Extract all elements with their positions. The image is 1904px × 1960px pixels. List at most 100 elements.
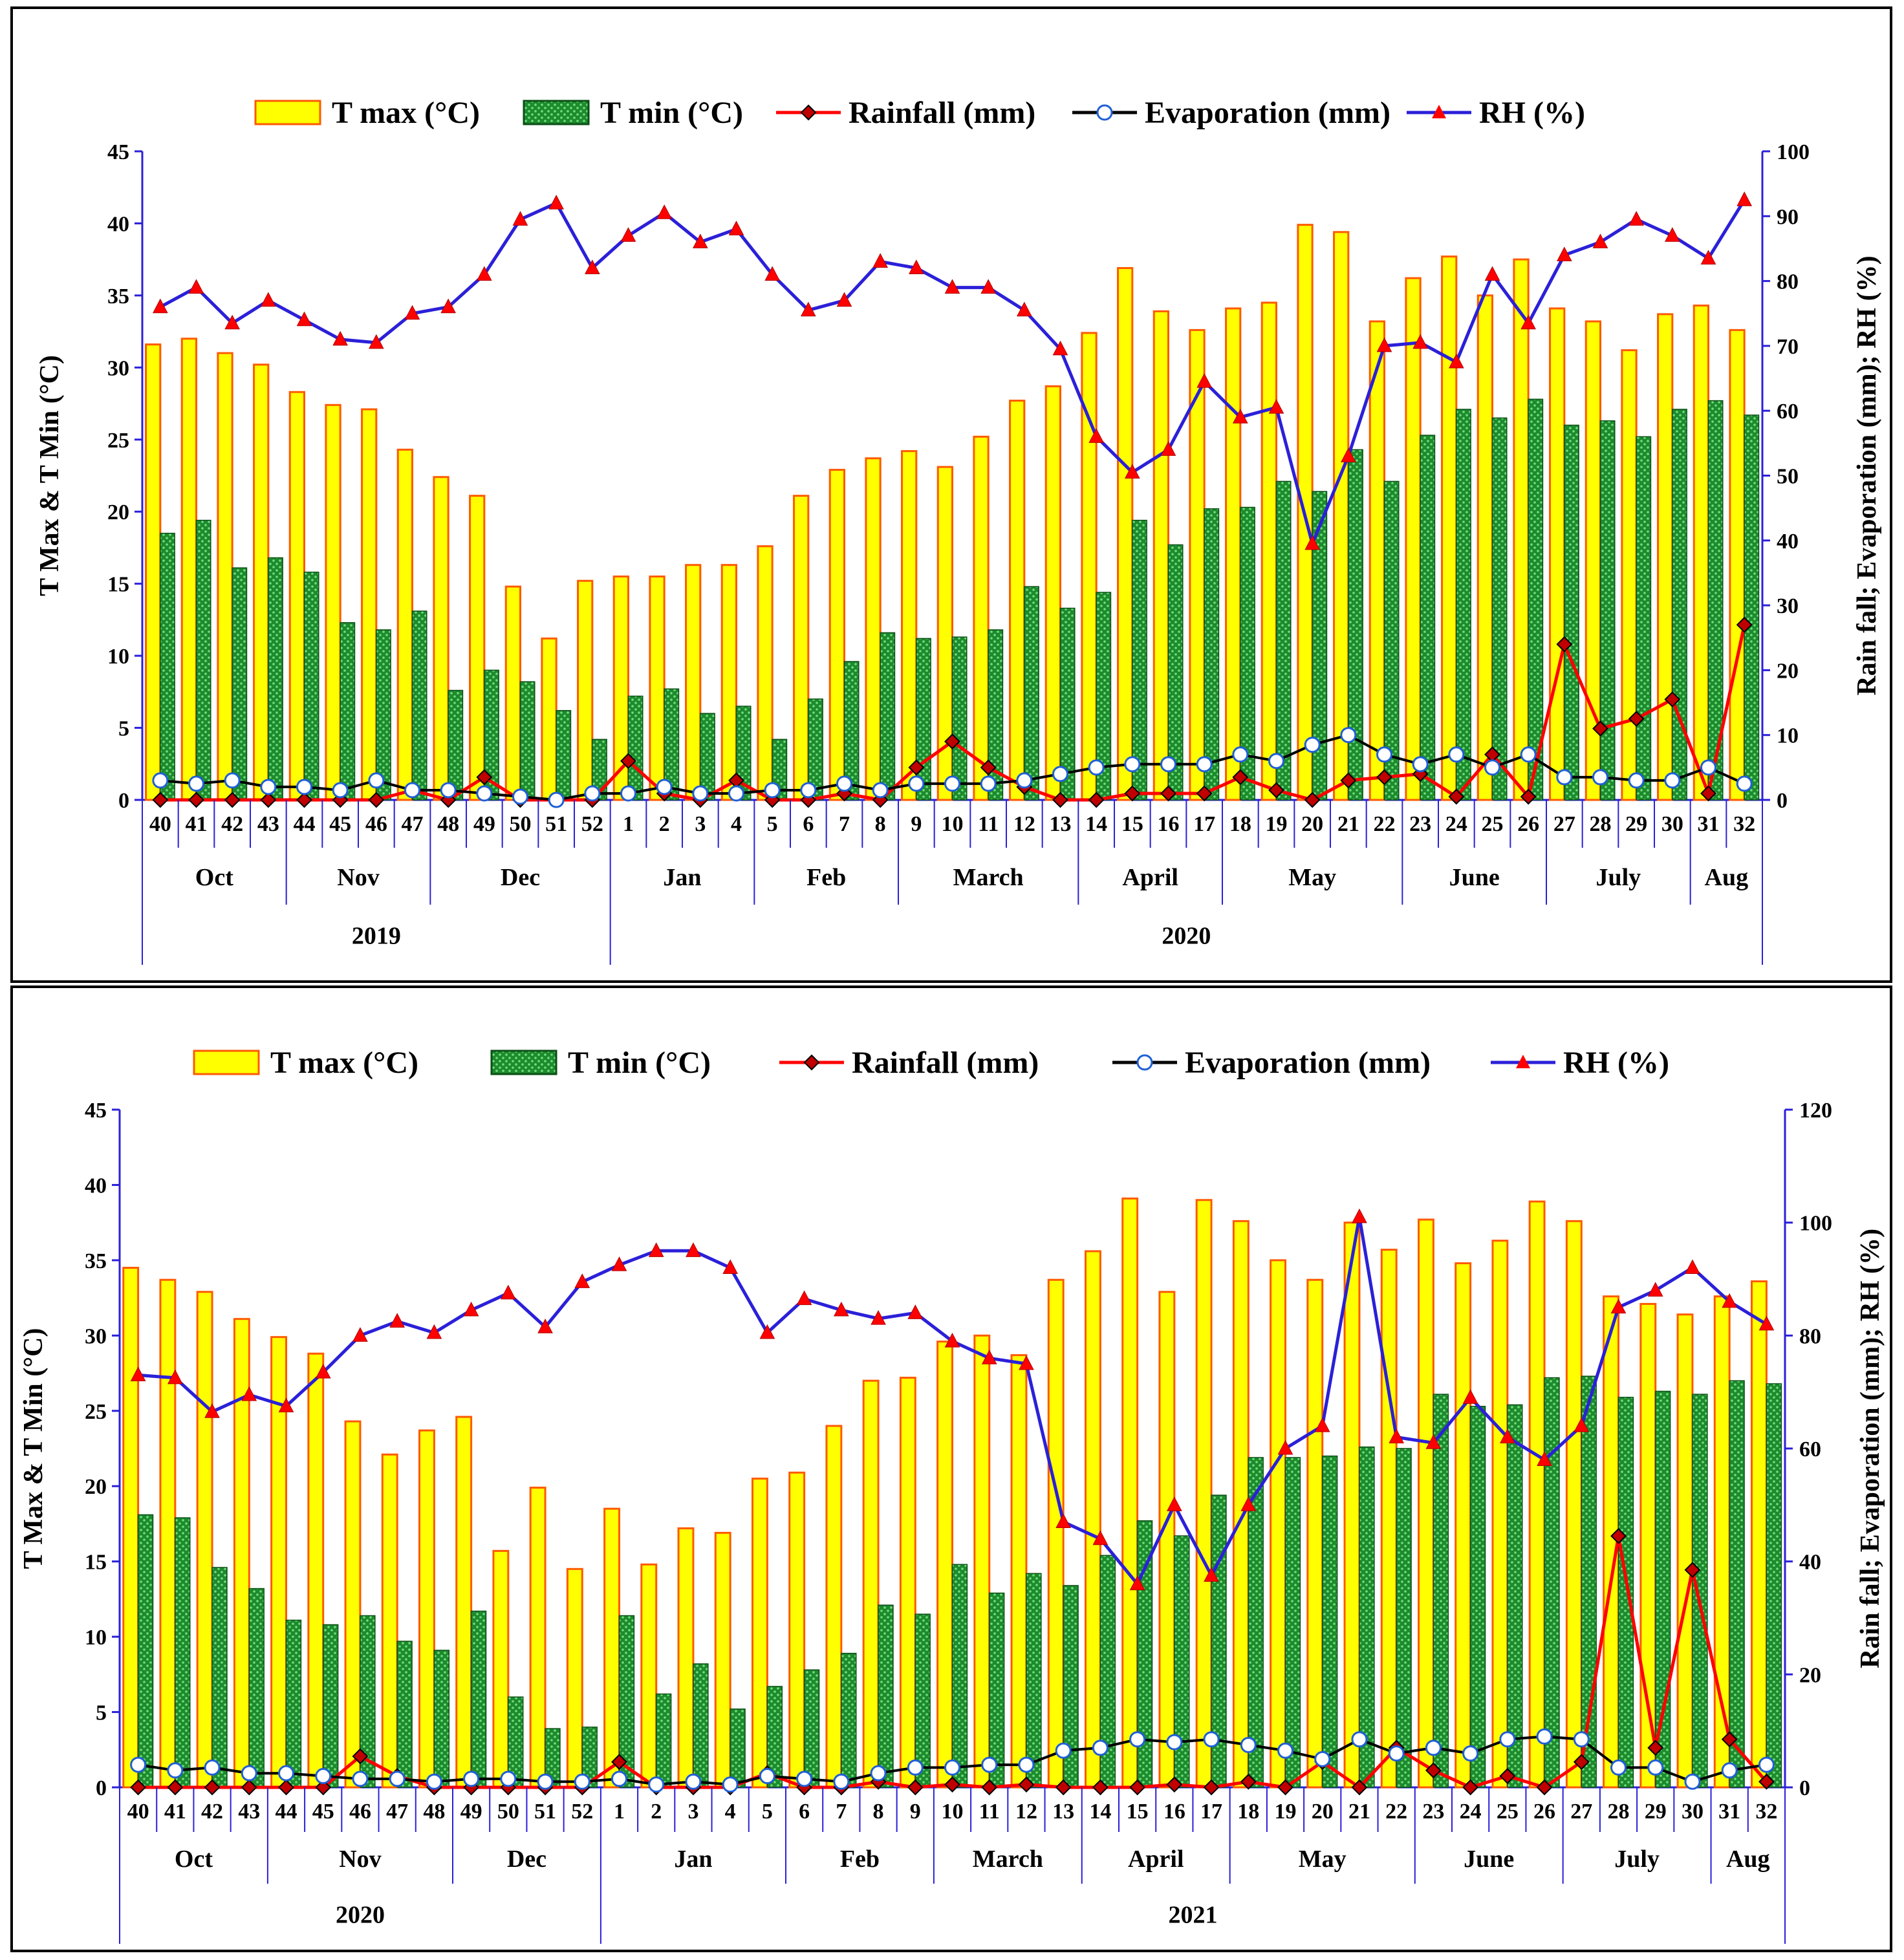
tmax-bar (492, 1549, 510, 1789)
rh-point (871, 1310, 886, 1325)
week-label: 43 (238, 1800, 260, 1824)
evaporation-point (980, 775, 997, 792)
tmax-bar (344, 1420, 362, 1789)
evaporation-point (1092, 1739, 1109, 1756)
evaporation-point (1240, 1737, 1257, 1753)
tmax-bar (640, 1563, 658, 1789)
week-label: 3 (695, 812, 706, 836)
tmax-bar (361, 408, 378, 801)
rainfall-point (1340, 772, 1357, 789)
tmax-bar (1225, 307, 1242, 801)
rh-point (537, 1319, 553, 1333)
rainfall-point (981, 1779, 998, 1796)
week-label: 28 (1590, 812, 1612, 836)
week-label: 28 (1608, 1800, 1630, 1824)
tmax-bar (1713, 1295, 1731, 1789)
right-tick-label: 80 (1777, 270, 1799, 294)
tmax-bar (720, 564, 737, 801)
evaporation-point (167, 1762, 184, 1779)
rh-point (1665, 227, 1680, 242)
rainfall-point (167, 1779, 184, 1796)
week-label: 24 (1445, 812, 1467, 836)
tmax-bar (418, 1429, 435, 1789)
evaporation-point (440, 782, 457, 799)
rainfall-point (1052, 792, 1068, 808)
rainfall-point (1304, 792, 1321, 808)
tmax-bar (469, 495, 486, 801)
rh-point (1685, 1259, 1700, 1275)
month-label: April (1128, 1846, 1184, 1873)
month-label: Dec (501, 864, 540, 891)
tmax-bar (1491, 1240, 1509, 1789)
right-axis-title: Rain fall; Evaporation (mm); RH (%) (1852, 255, 1882, 695)
evaporation-point (1304, 737, 1321, 753)
tmin-bar (248, 1588, 265, 1788)
legend-swatch (523, 100, 590, 125)
rh-point (980, 279, 996, 294)
rh-point (332, 330, 348, 346)
week-label: 30 (1682, 1800, 1704, 1824)
rainfall-point (152, 792, 169, 808)
rh-point (656, 204, 672, 219)
week-label: 31 (1718, 1800, 1740, 1824)
evaporation-point (1376, 746, 1392, 763)
rainfall-point (1758, 1773, 1775, 1790)
right-tick-label: 0 (1799, 1776, 1810, 1800)
rh-point (801, 301, 816, 317)
week-label: 45 (312, 1800, 334, 1824)
tmax-bar (899, 1377, 916, 1789)
rh-point (981, 1350, 997, 1364)
tmin-bar (1248, 1457, 1264, 1788)
week-label: 51 (545, 812, 567, 836)
rh-point (907, 1304, 924, 1319)
week-label: 26 (1517, 812, 1539, 836)
tmax-bar (196, 1291, 213, 1789)
week-label: 46 (349, 1800, 371, 1824)
evaporation-point (1314, 1750, 1331, 1767)
tmax-bar (1380, 1249, 1398, 1789)
legend-marker (1516, 1055, 1530, 1068)
week-label: 19 (1275, 1800, 1297, 1824)
rh-point (440, 298, 456, 314)
evaporation-point (1160, 756, 1176, 773)
tmax-bar (1047, 1278, 1065, 1789)
tmax-bar (1009, 400, 1026, 801)
tmax-bar (901, 450, 918, 801)
rh-point (168, 1369, 183, 1384)
tmax-bar (1085, 1250, 1101, 1789)
rh-point (1341, 447, 1356, 462)
tmin-bar (160, 532, 175, 801)
week-label: 14 (1085, 812, 1107, 836)
week-label: 23 (1422, 1800, 1444, 1824)
evaporation-point (907, 1759, 924, 1776)
right-tick-label: 100 (1799, 1212, 1832, 1236)
rh-point (1204, 1567, 1219, 1582)
tmin-bar (1240, 506, 1255, 801)
tmin-bar (766, 1686, 783, 1788)
rh-point (278, 1397, 294, 1412)
tmin-bar (268, 557, 283, 801)
rh-point (501, 1284, 516, 1300)
tmax-bar (612, 576, 630, 801)
left-tick-label: 30 (85, 1324, 107, 1348)
tmax-bar (1513, 258, 1530, 801)
week-label: 12 (1013, 812, 1035, 836)
tmax-bar (180, 338, 198, 801)
right-tick-label: 20 (1777, 659, 1799, 683)
evaporation-point (1484, 759, 1500, 776)
week-label: 21 (1348, 1800, 1370, 1824)
week-label: 16 (1158, 812, 1180, 836)
rainfall-point (980, 759, 997, 776)
week-label: 6 (799, 1800, 810, 1824)
tmax-bar (1117, 267, 1134, 801)
evaporation-point (1196, 756, 1213, 773)
tmin-bar (340, 622, 356, 801)
month-label: Nov (339, 1846, 381, 1873)
evaporation-point (944, 775, 960, 792)
tmin-bar (211, 1567, 228, 1788)
evaporation-point (500, 1771, 517, 1787)
week-label: 47 (402, 812, 424, 836)
evaporation-point (656, 779, 673, 795)
rh-point (404, 305, 420, 320)
month-label: Oct (195, 864, 233, 891)
